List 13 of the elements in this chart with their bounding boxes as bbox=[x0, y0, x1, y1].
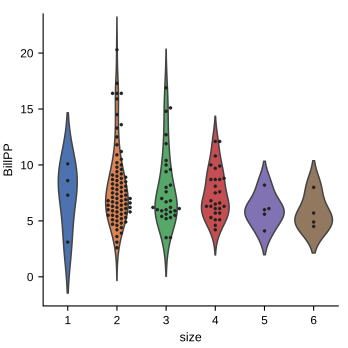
x-tick-label: 1 bbox=[65, 316, 70, 324]
x-tick-label: 4 bbox=[212, 316, 218, 324]
x-tick-label: 3 bbox=[163, 316, 169, 324]
x-tick-label: 6 bbox=[310, 316, 316, 324]
x-tick-label: 5 bbox=[262, 316, 268, 324]
y-tick-label: 15 bbox=[21, 105, 33, 114]
x-tick-label: 2 bbox=[114, 316, 120, 324]
y-tick-label: 5 bbox=[27, 217, 33, 226]
x-axis-title: size bbox=[180, 332, 202, 342]
y-tick-label: 0 bbox=[27, 272, 33, 282]
y-tick-label: 10 bbox=[21, 160, 33, 170]
y-tick-label: 20 bbox=[20, 49, 33, 58]
y-axis-title: BillPP bbox=[3, 144, 12, 176]
